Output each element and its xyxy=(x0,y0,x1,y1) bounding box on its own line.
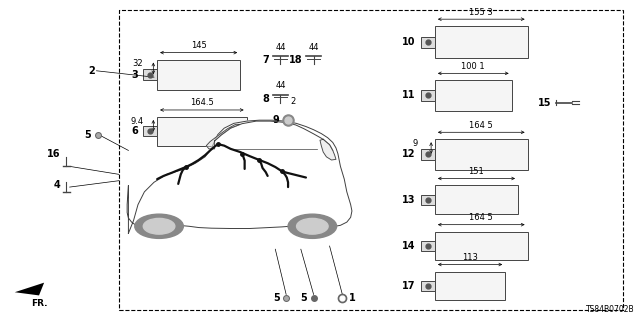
Text: 151: 151 xyxy=(468,167,484,176)
Bar xyxy=(421,90,435,101)
Text: 164 5: 164 5 xyxy=(469,121,493,130)
Bar xyxy=(157,60,240,90)
Bar xyxy=(421,241,435,251)
Text: 113: 113 xyxy=(462,253,478,262)
Text: 100 1: 100 1 xyxy=(461,62,485,71)
Circle shape xyxy=(288,214,337,238)
Bar xyxy=(157,117,246,146)
Text: 7: 7 xyxy=(262,55,269,65)
Text: 13: 13 xyxy=(403,195,416,205)
Text: 5: 5 xyxy=(273,293,280,303)
Bar xyxy=(435,139,527,170)
Text: FR.: FR. xyxy=(31,299,47,308)
Text: 12: 12 xyxy=(403,149,416,159)
Bar xyxy=(421,195,435,205)
Bar xyxy=(421,149,435,160)
Bar xyxy=(435,26,527,58)
Text: 9: 9 xyxy=(413,139,418,148)
Text: 11: 11 xyxy=(403,91,416,100)
Text: 18: 18 xyxy=(289,55,302,65)
Text: TS84B0702B: TS84B0702B xyxy=(586,305,635,314)
Bar xyxy=(119,10,623,310)
Bar xyxy=(143,126,157,136)
Bar xyxy=(435,271,505,300)
Polygon shape xyxy=(320,139,336,160)
Text: 8: 8 xyxy=(262,94,269,104)
Text: 5: 5 xyxy=(84,130,92,140)
Text: 145: 145 xyxy=(191,41,207,50)
Polygon shape xyxy=(15,283,44,295)
Bar xyxy=(435,186,518,214)
Text: 9.4: 9.4 xyxy=(131,117,144,126)
Text: 164.5: 164.5 xyxy=(190,99,214,108)
Text: 32: 32 xyxy=(132,60,143,68)
Bar xyxy=(435,80,511,111)
Text: 10: 10 xyxy=(403,37,416,47)
Text: 17: 17 xyxy=(403,281,416,291)
Text: 9: 9 xyxy=(273,115,279,125)
Text: 155 3: 155 3 xyxy=(469,8,493,17)
Text: 3: 3 xyxy=(131,70,138,80)
Text: 16: 16 xyxy=(47,148,61,159)
Circle shape xyxy=(143,219,175,234)
Text: 1: 1 xyxy=(349,293,355,303)
Text: 44: 44 xyxy=(275,81,285,90)
Circle shape xyxy=(296,219,328,234)
Text: 2: 2 xyxy=(88,66,95,76)
Text: 44: 44 xyxy=(275,43,285,52)
Text: 2: 2 xyxy=(290,97,295,106)
Bar xyxy=(421,281,435,291)
Text: 44: 44 xyxy=(308,43,319,52)
Text: 6: 6 xyxy=(131,126,138,136)
Circle shape xyxy=(135,214,183,238)
Text: 5: 5 xyxy=(300,293,307,303)
Bar xyxy=(143,69,157,80)
Polygon shape xyxy=(206,124,240,149)
Bar xyxy=(421,36,435,48)
Polygon shape xyxy=(127,120,352,233)
Text: 14: 14 xyxy=(403,241,416,251)
Text: 164 5: 164 5 xyxy=(469,213,493,222)
Bar xyxy=(435,232,527,260)
Text: 15: 15 xyxy=(538,98,551,108)
Text: 4: 4 xyxy=(54,180,61,190)
